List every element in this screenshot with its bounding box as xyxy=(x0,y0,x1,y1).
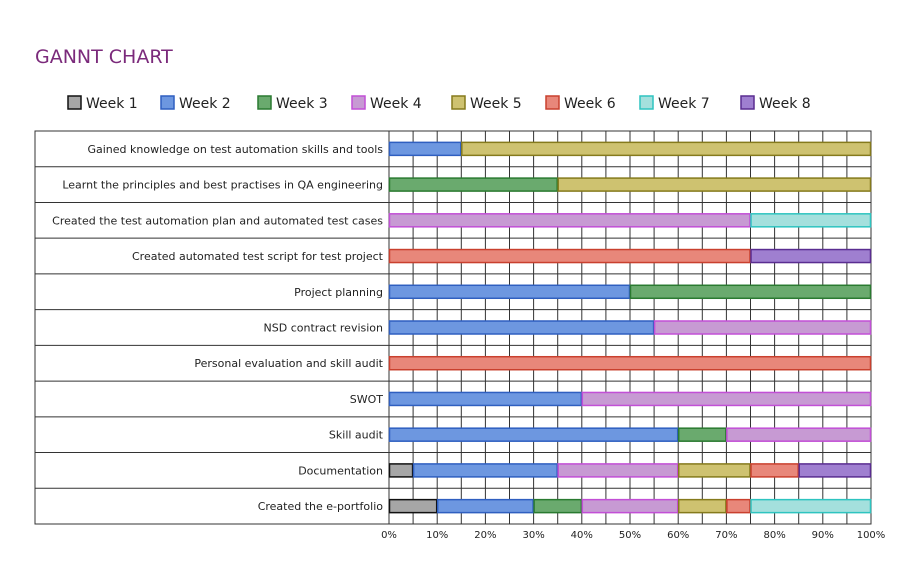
task-row: Created the e-portfolio xyxy=(258,498,872,514)
task-row: Project planning xyxy=(294,284,872,300)
bar-segment-week-5 xyxy=(677,498,727,514)
legend-swatch xyxy=(257,95,272,110)
legend-label: Week 6 xyxy=(564,96,616,112)
bar-segment-week-2 xyxy=(388,427,679,442)
task-label: Project planning xyxy=(294,286,383,299)
bar-segment-week-2 xyxy=(388,391,583,407)
legend-swatch xyxy=(545,95,560,110)
bar-segment-week-1 xyxy=(388,498,438,514)
bar-segment-week-5 xyxy=(677,463,751,478)
x-tick-label: 50% xyxy=(619,530,641,541)
bar-segment-week-7 xyxy=(750,498,872,514)
task-row: Created automated test script for test p… xyxy=(132,248,872,264)
legend-swatch xyxy=(740,95,755,110)
legend-label: Week 4 xyxy=(370,96,422,112)
task-row: Gained knowledge on test automation skil… xyxy=(87,141,872,157)
bar-segment-week-2 xyxy=(388,320,655,335)
legend-label: Week 3 xyxy=(276,96,328,112)
x-tick-label: 40% xyxy=(571,530,593,541)
x-tick-label: 60% xyxy=(667,530,689,541)
task-row: Learnt the principles and best practises… xyxy=(62,177,872,192)
x-tick-label: 90% xyxy=(812,530,834,541)
task-label: Created automated test script for test p… xyxy=(132,250,384,263)
x-tick-label: 80% xyxy=(763,530,785,541)
task-label: Created the e-portfolio xyxy=(258,500,384,513)
legend-item-week-1: Week 1 xyxy=(67,95,138,112)
task-row: Personal evaluation and skill audit xyxy=(194,355,872,371)
bar-segment-week-4 xyxy=(581,498,679,514)
plot-area: Gained knowledge on test automation skil… xyxy=(34,130,886,541)
bar-segment-week-4 xyxy=(726,427,872,442)
bar-segment-week-3 xyxy=(533,498,583,514)
chart-title: GANNT CHART xyxy=(35,46,173,68)
task-label: Documentation xyxy=(298,464,383,477)
bar-segment-week-5 xyxy=(461,141,872,157)
task-label: NSD contract revision xyxy=(264,322,383,335)
bar-segment-week-4 xyxy=(388,213,751,228)
bar-segment-week-2 xyxy=(412,463,558,478)
task-label: SWOT xyxy=(350,393,384,406)
x-tick-label: 0% xyxy=(381,530,397,541)
bar-segment-week-2 xyxy=(388,141,462,157)
legend-item-week-6: Week 6 xyxy=(545,95,616,112)
x-tick-label: 10% xyxy=(426,530,448,541)
bar-segment-week-6 xyxy=(388,248,751,264)
legend-swatch xyxy=(67,95,82,110)
task-row: Created the test automation plan and aut… xyxy=(52,213,872,228)
legend-swatch xyxy=(351,95,366,110)
bar-segment-week-1 xyxy=(388,463,414,478)
task-row: SWOT xyxy=(350,391,872,407)
legend-label: Week 8 xyxy=(759,96,811,112)
legend-swatch xyxy=(451,95,466,110)
task-label: Gained knowledge on test automation skil… xyxy=(87,143,383,156)
legend: Week 1 Week 2 Week 3 Week 4 Week 5 Week 6 Week… xyxy=(67,95,811,112)
bar-segment-week-6 xyxy=(750,463,799,478)
legend-label: Week 1 xyxy=(86,96,138,112)
task-label: Created the test automation plan and aut… xyxy=(52,214,383,227)
bar-segment-week-4 xyxy=(581,391,872,407)
x-tick-label: 100% xyxy=(857,530,886,541)
x-tick-label: 30% xyxy=(522,530,544,541)
bar-segment-week-3 xyxy=(629,284,872,300)
task-label: Personal evaluation and skill audit xyxy=(194,357,383,370)
legend-swatch xyxy=(160,95,175,110)
task-row: NSD contract revision xyxy=(264,320,872,335)
x-tick-label: 70% xyxy=(715,530,737,541)
task-row: Documentation xyxy=(298,463,872,478)
task-label: Skill audit xyxy=(329,429,384,442)
bar-segment-week-2 xyxy=(388,284,631,300)
bar-segment-week-2 xyxy=(436,498,534,514)
bar-segment-week-5 xyxy=(557,177,872,192)
legend-label: Week 5 xyxy=(470,96,522,112)
legend-item-week-3: Week 3 xyxy=(257,95,328,112)
legend-item-week-8: Week 8 xyxy=(740,95,811,112)
legend-swatch xyxy=(639,95,654,110)
bar-segment-week-6 xyxy=(388,355,872,371)
task-label: Learnt the principles and best practises… xyxy=(62,179,383,192)
x-tick-label: 20% xyxy=(474,530,496,541)
bar-segment-week-3 xyxy=(388,177,558,192)
legend-item-week-5: Week 5 xyxy=(451,95,522,112)
legend-item-week-7: Week 7 xyxy=(639,95,710,112)
task-row: Skill audit xyxy=(329,427,872,442)
bar-segment-week-8 xyxy=(750,248,872,264)
legend-label: Week 7 xyxy=(658,96,710,112)
legend-label: Week 2 xyxy=(179,96,231,112)
legend-item-week-4: Week 4 xyxy=(351,95,422,112)
bar-segment-week-8 xyxy=(798,463,872,478)
legend-item-week-2: Week 2 xyxy=(160,95,231,112)
bar-segment-week-3 xyxy=(677,427,727,442)
bar-segment-week-4 xyxy=(557,463,679,478)
bar-segment-week-4 xyxy=(653,320,872,335)
bar-segment-week-6 xyxy=(726,498,751,514)
bar-segment-week-7 xyxy=(750,213,872,228)
